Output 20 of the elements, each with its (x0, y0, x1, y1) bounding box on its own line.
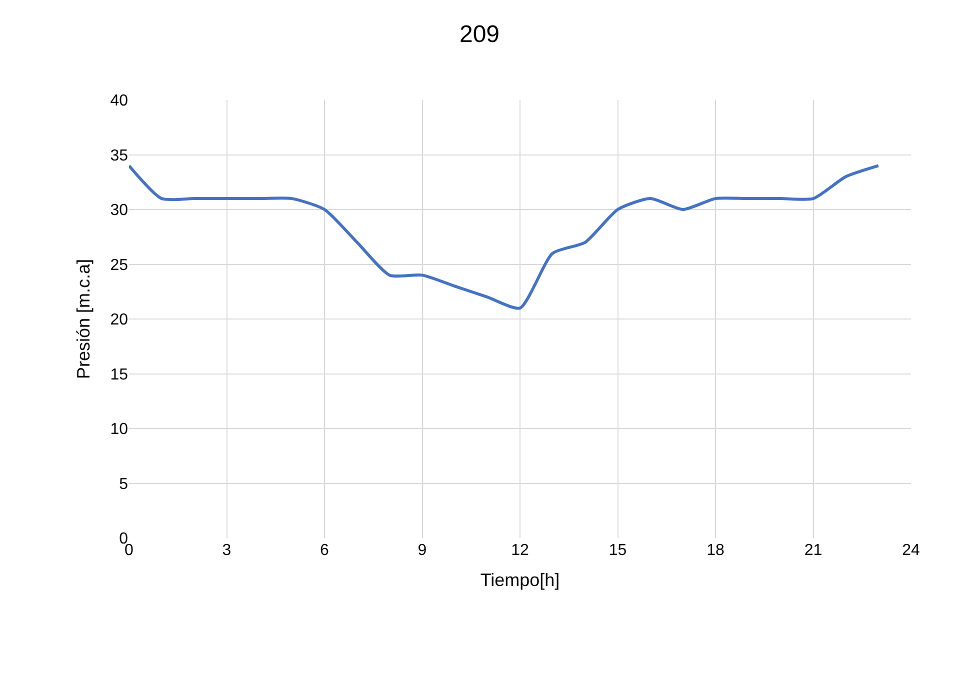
y-tick-label: 35 (110, 147, 128, 164)
y-tick-label: 5 (119, 476, 128, 493)
x-tick-label: 6 (320, 542, 330, 559)
y-tick-label: 10 (110, 421, 128, 438)
x-tick-label: 12 (511, 542, 529, 559)
y-axis-title: Presión [m.c.a] (73, 258, 94, 380)
x-tick-label: 21 (804, 542, 822, 559)
x-tick-label: 15 (608, 542, 627, 559)
y-tick-label: 20 (110, 312, 128, 329)
chart-title: 209 (459, 21, 500, 48)
x-axis-title: Tiempo[h] (480, 570, 560, 590)
x-tick-label: 3 (222, 542, 232, 559)
x-tick-label: 9 (418, 542, 427, 559)
y-tick-label: 25 (110, 256, 128, 274)
y-tick-label: 15 (110, 366, 128, 384)
x-tick-label: 18 (706, 542, 724, 559)
x-tick-label: 24 (902, 542, 920, 559)
y-tick-label: 30 (110, 202, 128, 220)
line-series (129, 164, 880, 310)
y-tick-label: 40 (110, 92, 128, 110)
